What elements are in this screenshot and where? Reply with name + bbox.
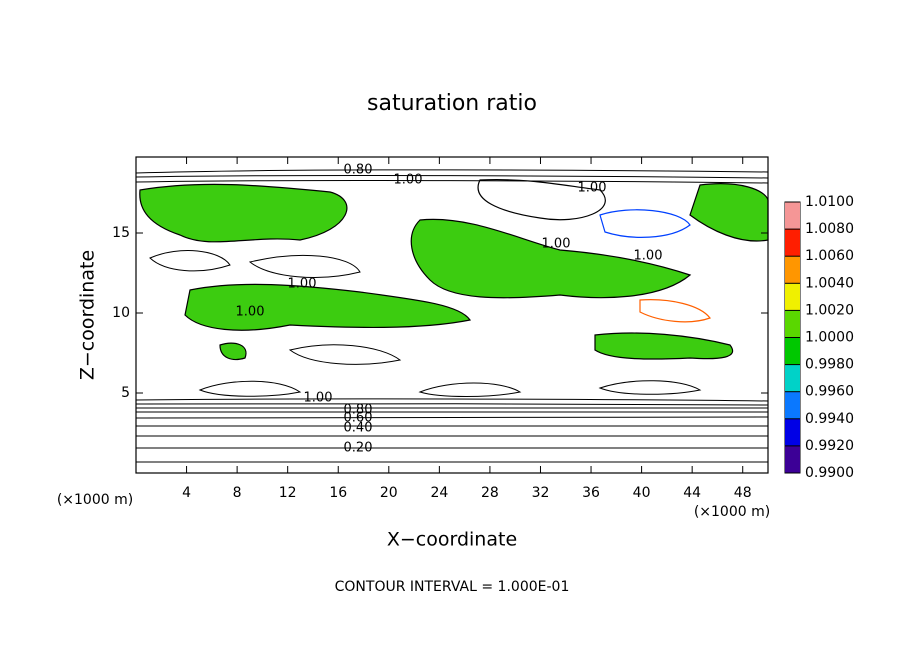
x-tick-label: 36 xyxy=(582,485,600,501)
x-tick-label: 44 xyxy=(683,485,701,501)
contour-label: 0.40 xyxy=(344,421,373,436)
background-contours xyxy=(135,169,769,463)
y-axis-label: Z−coordinate xyxy=(77,250,99,380)
plot-frame xyxy=(135,156,769,474)
y-tick-label: 10 xyxy=(112,305,130,321)
contour-label: 0.80 xyxy=(344,403,373,418)
colorbar-segment xyxy=(785,202,800,230)
colorbar-label: 1.0100 xyxy=(805,194,854,210)
colorbar-segment xyxy=(785,445,800,473)
colorbar-label: 0.9900 xyxy=(805,465,854,481)
contour-label: 1.00 xyxy=(236,305,265,320)
contour-label: 0.80 xyxy=(344,163,373,178)
contour-label: 1.00 xyxy=(542,237,571,252)
x-tick-label: 24 xyxy=(430,485,448,501)
colorbar-label: 1.0040 xyxy=(805,275,854,291)
x-tick-label: 12 xyxy=(279,485,297,501)
x-tick-label: 16 xyxy=(329,485,347,501)
contour-label: 1.00 xyxy=(394,173,423,188)
y-tick-label: 15 xyxy=(112,225,130,241)
x-tick-label: 32 xyxy=(532,485,550,501)
colorbar-label: 0.9960 xyxy=(805,384,854,400)
x-tick-label: 48 xyxy=(734,485,752,501)
contour-label: 0.60 xyxy=(344,411,373,426)
y-tick-label: 5 xyxy=(121,385,130,401)
colorbar-label: 0.9940 xyxy=(805,411,854,427)
contour-label: 1.00 xyxy=(304,391,333,406)
contour-label: 1.00 xyxy=(578,181,607,196)
x-unit: (×1000 m) xyxy=(57,492,133,508)
note: CONTOUR INTERVAL = 1.000E-01 xyxy=(335,579,570,595)
colorbar-segment xyxy=(785,418,800,446)
colorbar-label: 0.9980 xyxy=(805,357,854,373)
shaded-regions xyxy=(139,179,769,361)
colorbar-segment xyxy=(785,364,800,392)
colorbar-segment xyxy=(785,337,800,365)
colorbar-segment xyxy=(785,283,800,311)
chart-title: saturation ratio xyxy=(367,91,537,116)
x-tick-label: 28 xyxy=(481,485,499,501)
colorbar-label: 0.9920 xyxy=(805,438,854,454)
contour-label: 1.00 xyxy=(634,249,663,264)
x-tick-label: 20 xyxy=(380,485,398,501)
colorbar-label: 1.0080 xyxy=(805,221,854,237)
x-tick-label: 4 xyxy=(182,485,191,501)
x-axis-label: X−coordinate xyxy=(387,529,517,551)
colorbar-label: 1.0000 xyxy=(805,330,854,346)
x-tick-label: 40 xyxy=(633,485,651,501)
contour-label: 0.20 xyxy=(344,441,373,456)
contour-label: 1.00 xyxy=(288,277,317,292)
x-tick-label: 8 xyxy=(233,485,242,501)
colorbar-label: 1.0020 xyxy=(805,302,854,318)
colorbar-label: 1.0060 xyxy=(805,248,854,264)
colorbar-segment xyxy=(785,310,800,338)
colorbar-segment xyxy=(785,256,800,284)
colorbar-segment xyxy=(785,391,800,419)
colorbar-segment xyxy=(785,229,800,257)
x-unit: (×1000 m) xyxy=(694,504,770,520)
